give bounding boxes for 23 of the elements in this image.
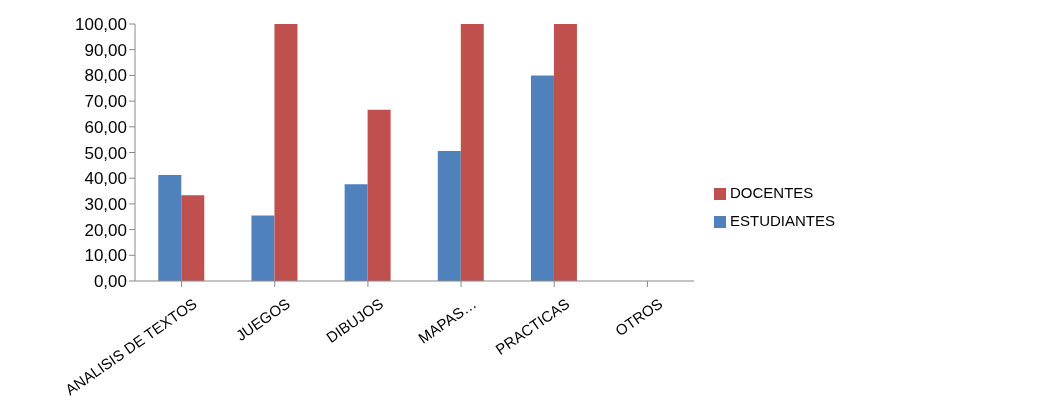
bar: [553, 24, 577, 281]
y-tick-label: 60,00: [84, 117, 127, 137]
legend-label: ESTUDIANTES: [729, 212, 835, 229]
bar: [460, 24, 484, 281]
legend-label: DOCENTES: [729, 184, 814, 201]
y-tick-label: 40,00: [84, 169, 127, 189]
bar: [367, 109, 391, 281]
bar: [181, 195, 205, 281]
y-tick-label: 70,00: [84, 92, 127, 112]
bar: [158, 175, 182, 281]
bar: [251, 215, 275, 281]
y-tick-label: 100,00: [75, 15, 127, 35]
y-tick-label: 0,00: [93, 272, 127, 292]
bar: [530, 75, 554, 281]
bar: [344, 184, 368, 281]
y-tick-label: 80,00: [84, 66, 127, 86]
bar: [437, 150, 461, 281]
y-tick-label: 10,00: [84, 246, 127, 266]
y-tick-label: 30,00: [84, 194, 127, 214]
y-tick-label: 20,00: [84, 220, 127, 240]
bar: [274, 24, 298, 281]
y-tick-label: 90,00: [84, 40, 127, 60]
y-tick-label: 50,00: [84, 143, 127, 163]
